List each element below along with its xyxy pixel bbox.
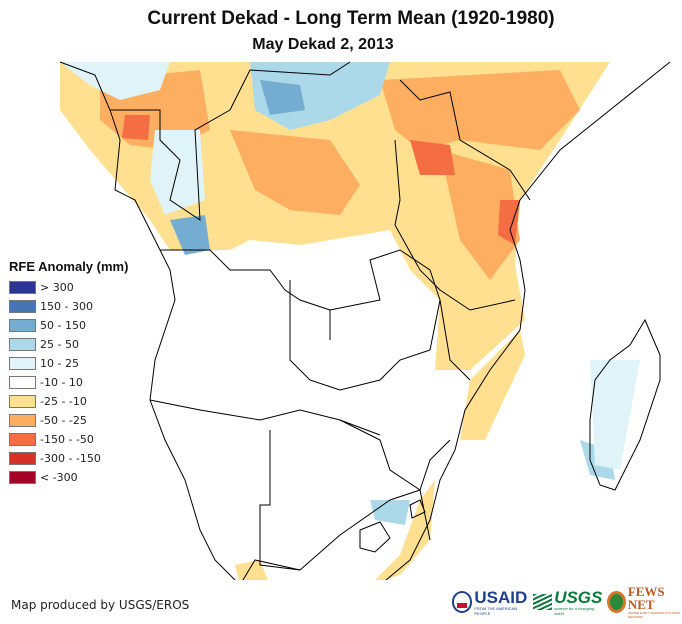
coastline-west (59, 61, 236, 580)
legend-swatch (9, 452, 36, 465)
border-east-africa (394, 79, 531, 226)
anomaly-region-dry-strong (498, 200, 520, 245)
legend-label: -10 - 10 (40, 376, 83, 389)
map-title: Current Dekad - Long Term Mean (1920-198… (147, 8, 555, 29)
legend-label: -150 - -50 (40, 433, 94, 446)
fewsnet-tagline: FAMINE EARLY WARNING SYSTEMS NETWORK (627, 611, 680, 619)
usgs-tagline: science for a changing world (554, 605, 595, 616)
legend-swatch (9, 414, 36, 427)
legend-item: > 300 (9, 278, 128, 297)
legend-swatch (9, 471, 36, 484)
anomaly-region-wet (250, 62, 390, 130)
legend-item: 10 - 25 (9, 354, 128, 373)
legend-item: -10 - 10 (9, 373, 128, 392)
usaid-seal-icon (452, 591, 473, 613)
usgs-wordmark: USGS (554, 587, 603, 607)
fewsnet-wordmark: FEWS NET (627, 584, 665, 612)
legend-item: -25 - -10 (9, 392, 128, 411)
legend-swatch (9, 300, 36, 313)
legend-label: 150 - 300 (40, 300, 93, 313)
anomaly-region-dry-moderate (380, 70, 580, 150)
legend-item: < -300 (9, 468, 128, 487)
anomaly-region-wet-light (60, 62, 170, 100)
legend-label: 25 - 50 (40, 338, 79, 351)
legend-label: > 300 (40, 281, 74, 294)
legend-label: -25 - -10 (40, 395, 87, 408)
legend-item: 25 - 50 (9, 335, 128, 354)
anomaly-region-dry-strong (410, 140, 455, 175)
anomaly-region-dry-light (235, 560, 268, 580)
legend-swatch (9, 433, 36, 446)
anomaly-region-wet-moderate (170, 215, 210, 255)
anomaly-region-dry-strong (122, 115, 150, 140)
legend: RFE Anomaly (mm) > 300 150 - 300 50 - 15… (9, 259, 128, 487)
legend-label: -50 - -25 (40, 414, 87, 427)
border-south-africa (242, 559, 301, 580)
border-zambia (289, 280, 431, 391)
border-drc-angola (160, 249, 331, 340)
legend-item: -150 - -50 (9, 430, 128, 449)
legend-label: < -300 (40, 471, 78, 484)
fewsnet-globe-icon (607, 591, 626, 613)
lesotho (359, 521, 391, 553)
country-borders (59, 61, 671, 580)
legend-label: -300 - -150 (40, 452, 101, 465)
border-mozambique (419, 299, 471, 541)
anomaly-region-wet (150, 130, 205, 215)
legend-title: RFE Anomaly (mm) (9, 259, 129, 274)
usaid-wordmark: USAID (474, 587, 528, 607)
swaziland (409, 499, 426, 519)
border-tanzania-south (394, 224, 516, 311)
legend-item: -300 - -150 (9, 449, 128, 468)
legend-swatch (9, 281, 36, 294)
legend-swatch (9, 376, 36, 389)
usgs-logo: USGS science for a changing world (532, 587, 603, 616)
map-subtitle: May Dekad 2, 2013 (252, 36, 394, 53)
usaid-tagline: FROM THE AMERICAN PEOPLE (474, 605, 518, 616)
legend-swatch (9, 395, 36, 408)
legend-swatch (9, 338, 36, 351)
legend-label: 10 - 25 (40, 357, 79, 370)
anomaly-region-wet-light (590, 360, 640, 470)
border-botswana (259, 430, 421, 571)
legend-label: 50 - 150 (40, 319, 86, 332)
map-credit: Map produced by USGS/EROS (11, 598, 190, 612)
anomaly-fields (60, 62, 640, 580)
border-zimbabwe (339, 419, 451, 491)
anomaly-region-wet (370, 500, 410, 525)
fewsnet-logo: FEWS NET FAMINE EARLY WARNING SYSTEMS NE… (607, 585, 682, 619)
usaid-logo: USAID FROM THE AMERICAN PEOPLE (452, 589, 529, 616)
coastline-east (385, 61, 671, 580)
border-namibia (149, 399, 381, 436)
legend-swatch (9, 319, 36, 332)
anomaly-region-dry-moderate (440, 150, 520, 280)
partner-logos: USAID FROM THE AMERICAN PEOPLE USGS scie… (452, 585, 682, 619)
anomaly-region-dry-light (375, 480, 435, 580)
anomaly-region-wet-moderate (260, 80, 305, 115)
border-gabon-congo (110, 109, 231, 221)
usgs-waves-icon (532, 594, 553, 610)
anomaly-region-dry-moderate (230, 130, 360, 215)
border-drc-north (229, 61, 351, 111)
legend-swatch (9, 357, 36, 370)
legend-item: -50 - -25 (9, 411, 128, 430)
legend-item: 50 - 150 (9, 316, 128, 335)
madagascar (589, 318, 661, 491)
legend-item: 150 - 300 (9, 297, 128, 316)
anomaly-map (59, 61, 671, 580)
anomaly-region-dry-light (460, 330, 525, 440)
